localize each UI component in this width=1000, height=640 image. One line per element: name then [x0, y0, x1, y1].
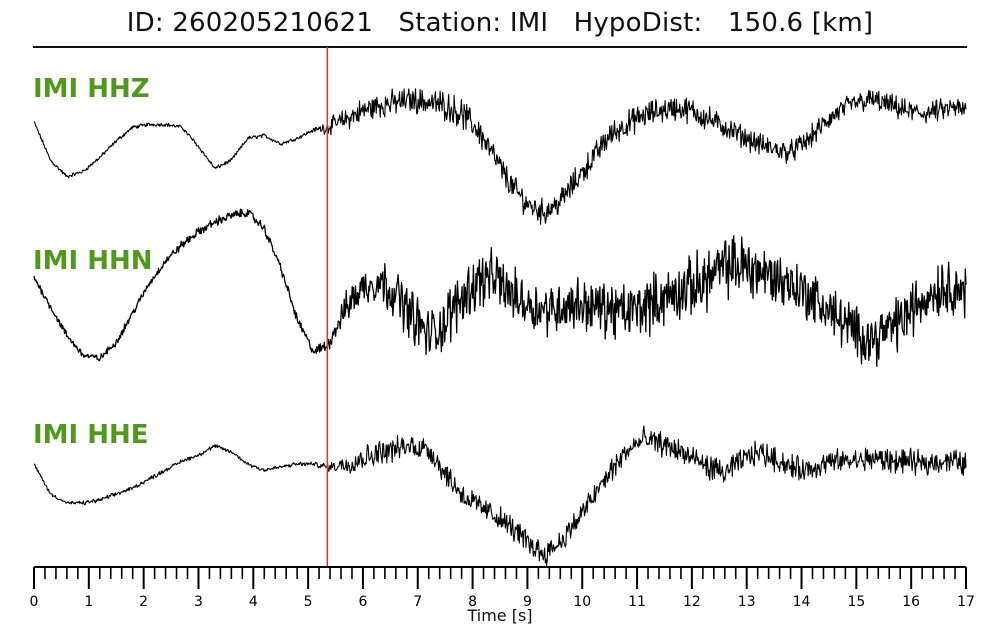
waveform-imi-hhn: [33, 208, 967, 367]
x-tick-label: 14: [793, 594, 811, 610]
x-axis-label: Time [s]: [467, 606, 533, 625]
trace-label-hhz: IMI HHZ: [33, 74, 150, 104]
title-divider: [33, 46, 967, 48]
x-tick-label: 13: [738, 594, 756, 610]
x-tick-label: 15: [847, 594, 865, 610]
figure-title: ID: 260205210621 Station: IMI HypoDist: …: [126, 8, 874, 38]
x-tick-label: 6: [358, 594, 367, 610]
x-tick-label: 10: [573, 594, 591, 610]
x-tick-label: 16: [902, 594, 920, 610]
x-tick-label: 4: [249, 594, 258, 610]
x-tick-label: 8: [468, 594, 477, 610]
x-tick-label: 2: [139, 594, 148, 610]
trace-label-hhe: IMI HHE: [33, 420, 149, 450]
x-tick-label: 17: [957, 594, 975, 610]
x-tick-label: 3: [194, 594, 203, 610]
x-tick-label: 11: [628, 594, 646, 610]
x-tick-label: 5: [304, 594, 313, 610]
waveform-imi-hhe: [34, 425, 967, 567]
x-tick-label: 0: [30, 594, 39, 610]
x-tick-label: 7: [413, 594, 422, 610]
trace-label-hhn: IMI HHN: [33, 246, 153, 276]
waveform-imi-hhz: [33, 88, 967, 225]
x-tick-label: 12: [683, 594, 701, 610]
x-tick-label: 9: [523, 594, 532, 610]
x-tick-label: 1: [84, 594, 93, 610]
